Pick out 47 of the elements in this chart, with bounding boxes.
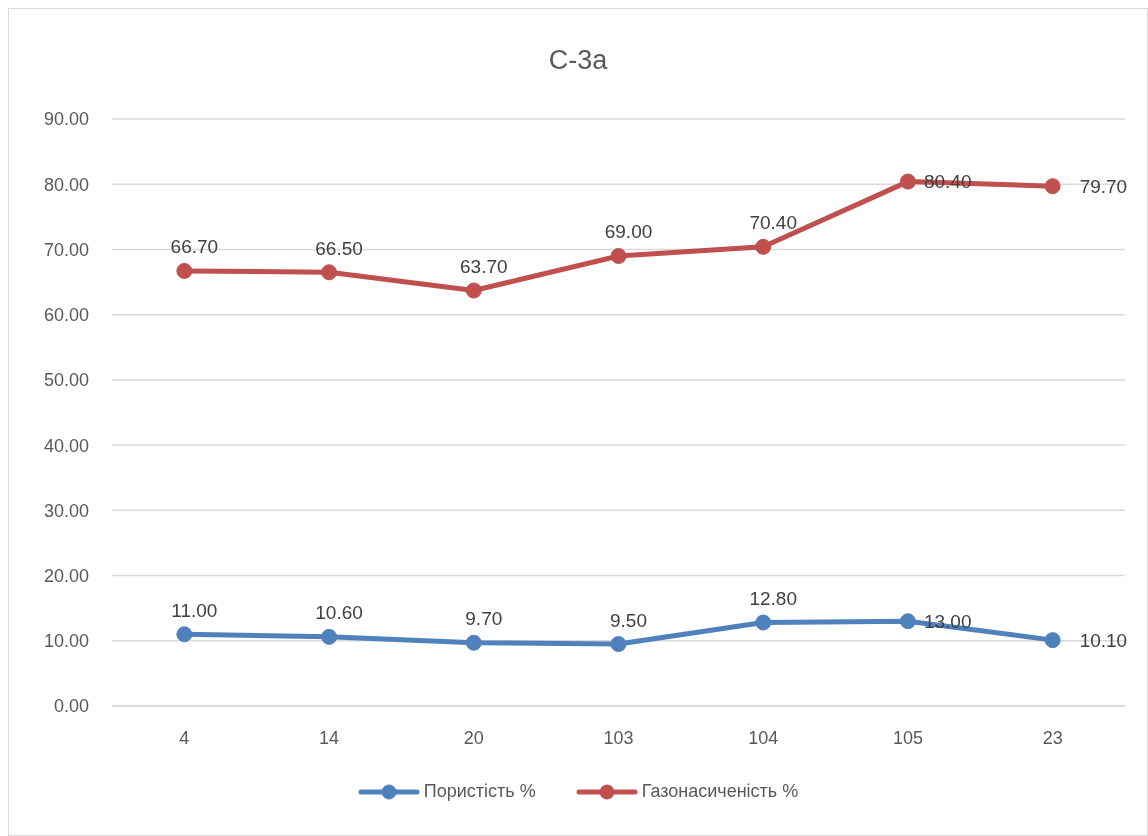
data-label: 11.00	[171, 599, 218, 621]
legend-label: Газонасиченість %	[641, 781, 799, 802]
x-tick-label: 14	[319, 727, 340, 748]
data-label: 9.50	[610, 609, 647, 631]
x-tick-label: 105	[892, 727, 923, 748]
point	[610, 636, 627, 653]
data-label: 9.70	[465, 608, 503, 630]
point	[899, 173, 916, 190]
point	[176, 262, 193, 279]
data-label: 80.40	[923, 171, 972, 193]
chart-title: С-3а	[547, 45, 609, 76]
y-tick-label: 70.00	[43, 239, 89, 260]
point	[1044, 178, 1061, 195]
x-tick-label: 104	[748, 727, 779, 748]
point	[465, 282, 482, 299]
point	[755, 238, 772, 255]
y-tick-label: 20.00	[43, 565, 89, 586]
x-tick-label: 20	[463, 727, 484, 748]
point	[321, 628, 338, 645]
x-tick-label: 103	[603, 727, 634, 748]
data-label: 66.70	[170, 236, 219, 258]
data-label: 69.00	[604, 221, 653, 243]
point	[321, 264, 338, 281]
data-label: 12.80	[749, 588, 797, 610]
x-tick-label: 4	[179, 727, 190, 748]
y-tick-label: 10.00	[43, 631, 89, 652]
y-tick-label: 50.00	[43, 370, 89, 391]
y-tick-label: 80.00	[43, 174, 89, 195]
y-tick-label: 60.00	[43, 305, 89, 326]
legend-label: Пористість %	[423, 781, 536, 802]
data-label: 63.70	[460, 256, 508, 278]
point	[1044, 632, 1061, 649]
point	[465, 634, 482, 651]
x-tick-label: 23	[1042, 727, 1063, 748]
data-label: 66.50	[315, 237, 363, 259]
data-label: 70.40	[749, 212, 797, 234]
point	[755, 614, 772, 631]
y-tick-label: 0.00	[53, 696, 89, 717]
point	[610, 247, 627, 264]
y-tick-label: 40.00	[43, 435, 89, 456]
y-tick-label: 90.00	[43, 109, 89, 130]
point	[176, 626, 193, 643]
data-label: 10.60	[315, 602, 363, 624]
point	[899, 613, 916, 630]
data-label: 10.10	[1079, 629, 1128, 651]
data-label: 79.70	[1079, 175, 1128, 197]
y-tick-label: 30.00	[43, 500, 89, 521]
